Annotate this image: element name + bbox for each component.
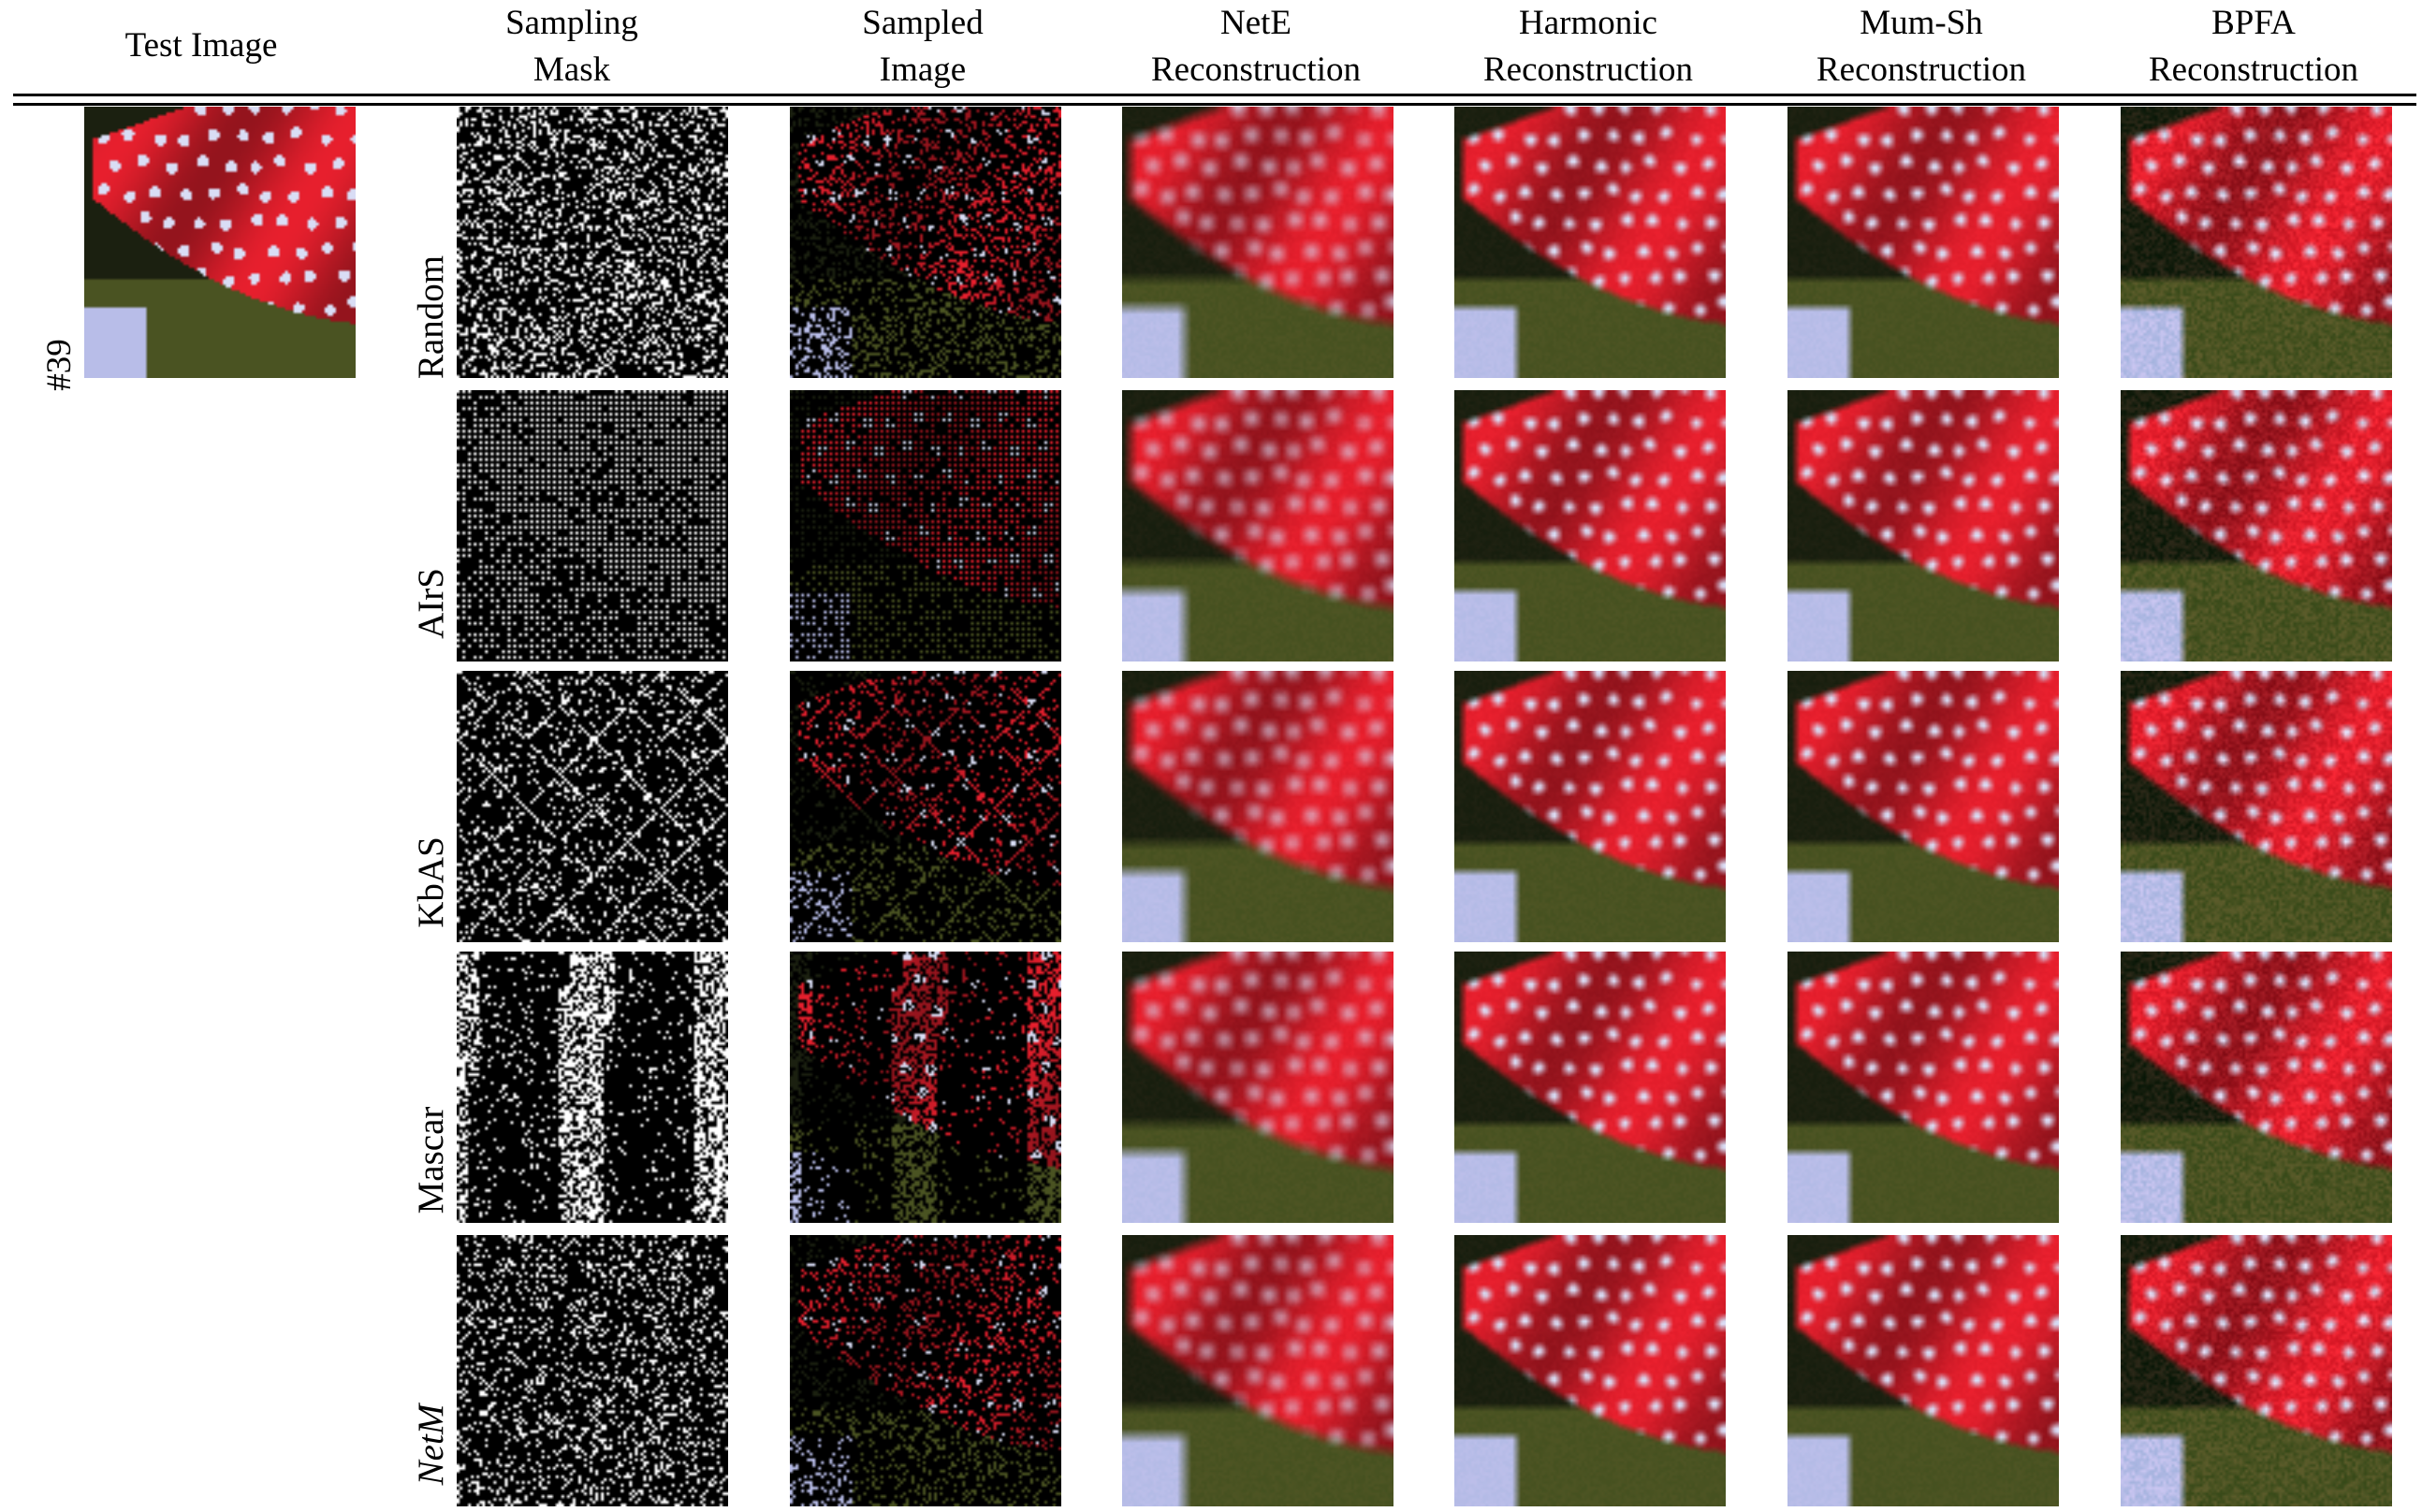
mask-image-random: [457, 107, 728, 378]
row-label-kbas: KbAS: [411, 836, 451, 928]
sampled-image-random: [790, 107, 1061, 378]
sampled-image-airs: [790, 390, 1061, 662]
header-sampling-mask: Sampling Mask: [413, 0, 731, 94]
nete-image-random: [1122, 107, 1393, 378]
mumsh-image-kbas: [1787, 671, 2059, 942]
test-image: [84, 107, 356, 378]
nete-image-mascar: [1122, 952, 1393, 1223]
header-line-2: Reconstruction: [1482, 51, 1693, 89]
sampled-image-mascar: [790, 952, 1061, 1223]
nete-image-airs: [1122, 390, 1393, 662]
harmonic-image-mascar: [1454, 952, 1726, 1223]
header-line-2: Reconstruction: [1150, 51, 1361, 89]
header-line-1: Sampled: [862, 4, 984, 42]
header-rule-top: [13, 94, 2416, 96]
nete-image-kbas: [1122, 671, 1393, 942]
bpfa-image-airs: [2121, 390, 2392, 662]
header-line-1: Mum-Sh: [1860, 4, 1983, 42]
mask-image-airs: [457, 390, 728, 662]
header-line-1: NetE: [1219, 4, 1292, 42]
header-harmonic: Harmonic Reconstruction: [1429, 0, 1747, 94]
row-label-random: Random: [411, 254, 451, 380]
harmonic-image-kbas: [1454, 671, 1726, 942]
mumsh-image-random: [1787, 107, 2059, 378]
mask-image-kbas: [457, 671, 728, 942]
bpfa-image-kbas: [2121, 671, 2392, 942]
harmonic-image-airs: [1454, 390, 1726, 662]
mumsh-image-airs: [1787, 390, 2059, 662]
header-line-2: Reconstruction: [1816, 51, 2026, 89]
bpfa-image-mascar: [2121, 952, 2392, 1223]
bpfa-image-netm: [2121, 1235, 2392, 1506]
header-sampled-image: Sampled Image: [764, 0, 1082, 94]
header-line-1: BPFA: [2211, 4, 2296, 42]
row-label-airs: AIrS: [411, 568, 451, 639]
bpfa-image-random: [2121, 107, 2392, 378]
mumsh-image-mascar: [1787, 952, 2059, 1223]
header-bpfa: BPFA Reconstruction: [2094, 0, 2413, 94]
header-mumsh: Mum-Sh Reconstruction: [1762, 0, 2080, 94]
header-test-image: Test Image: [42, 22, 360, 69]
row-label-mascar: Mascar: [411, 1106, 451, 1214]
mask-image-netm: [457, 1235, 728, 1506]
sampled-image-netm: [790, 1235, 1061, 1506]
test-image-label: #39: [40, 339, 79, 391]
harmonic-image-netm: [1454, 1235, 1726, 1506]
header-rule-bottom: [13, 103, 2416, 106]
row-label-netm: NetM: [411, 1403, 451, 1486]
header-line-2: Mask: [533, 51, 611, 89]
header-line-1: Harmonic: [1519, 4, 1657, 42]
mask-image-mascar: [457, 952, 728, 1223]
sampled-image-kbas: [790, 671, 1061, 942]
header-line-2: Reconstruction: [2148, 51, 2358, 89]
nete-image-netm: [1122, 1235, 1393, 1506]
header-line-1: Sampling: [505, 4, 638, 42]
harmonic-image-random: [1454, 107, 1726, 378]
mumsh-image-netm: [1787, 1235, 2059, 1506]
header-line-2: Image: [879, 51, 967, 89]
header-nete: NetE Reconstruction: [1097, 0, 1415, 94]
header-test-image-text: Test Image: [124, 26, 278, 65]
